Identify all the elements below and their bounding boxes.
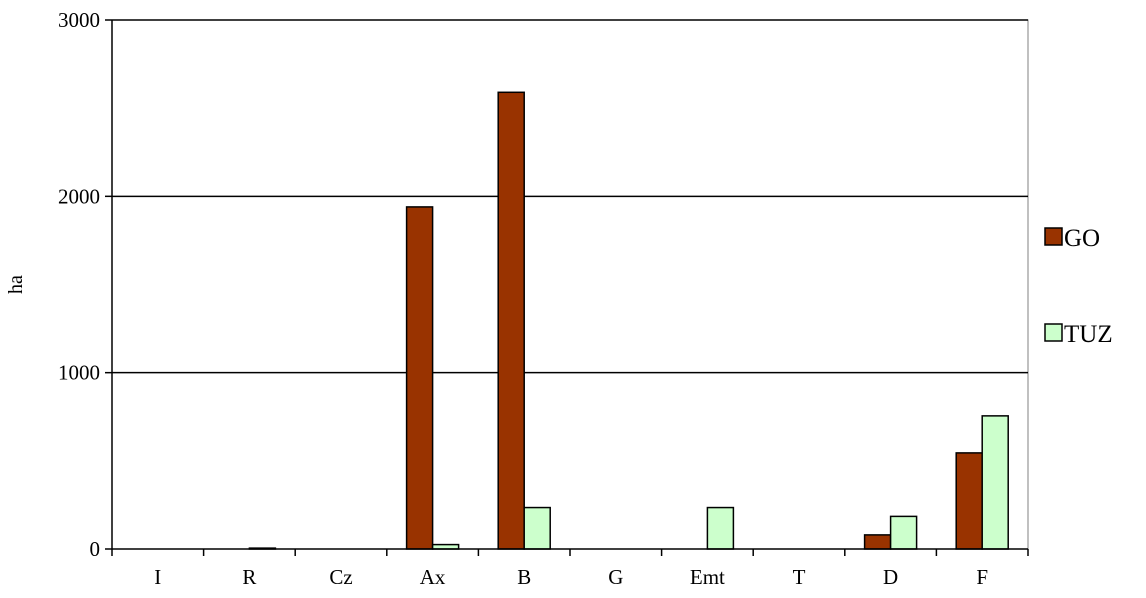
legend-label-go: GO — [1064, 225, 1100, 252]
x-tick-label: T — [793, 565, 806, 589]
bar-tuz-emt — [706, 506, 735, 550]
x-tick-label: Cz — [329, 565, 352, 589]
legend-label-tuz: TUZ — [1064, 321, 1113, 348]
x-axis-ticks: I R Cz Ax B G Emt T D F — [111, 549, 1029, 589]
x-tick-label: D — [883, 565, 898, 589]
gridlines — [112, 19, 1028, 374]
bar-go-b — [497, 91, 525, 550]
x-tick-label: R — [242, 565, 256, 589]
x-tick-label: Emt — [690, 565, 725, 589]
x-tick-label: G — [608, 565, 623, 589]
bar-tuz-d — [889, 515, 918, 550]
bar-go-ax — [405, 206, 434, 550]
plot-area: 0 1000 2000 3000 I R Cz Ax B G Emt T D F — [58, 8, 1029, 589]
y-tick-label: 2000 — [58, 184, 100, 208]
bars — [248, 91, 1009, 550]
y-tick-label: 1000 — [58, 361, 100, 385]
plot-frame — [111, 19, 1029, 550]
bar-go-d — [863, 534, 892, 550]
bar-tuz-b — [523, 506, 551, 550]
y-axis-ticks: 0 1000 2000 3000 — [58, 8, 112, 561]
legend-swatch-tuz — [1044, 323, 1063, 342]
y-tick-label: 0 — [90, 537, 101, 561]
x-tick-label: I — [154, 565, 161, 589]
legend: GO TUZ — [1044, 225, 1113, 348]
y-axis-title: ha — [5, 275, 27, 294]
x-tick-label: F — [976, 565, 988, 589]
y-tick-label: 3000 — [58, 8, 100, 32]
bar-go-f — [955, 452, 983, 550]
legend-swatch-go — [1044, 227, 1063, 246]
x-tick-label: Ax — [420, 565, 446, 589]
bar-tuz-f — [981, 415, 1009, 550]
x-tick-label: B — [517, 565, 531, 589]
